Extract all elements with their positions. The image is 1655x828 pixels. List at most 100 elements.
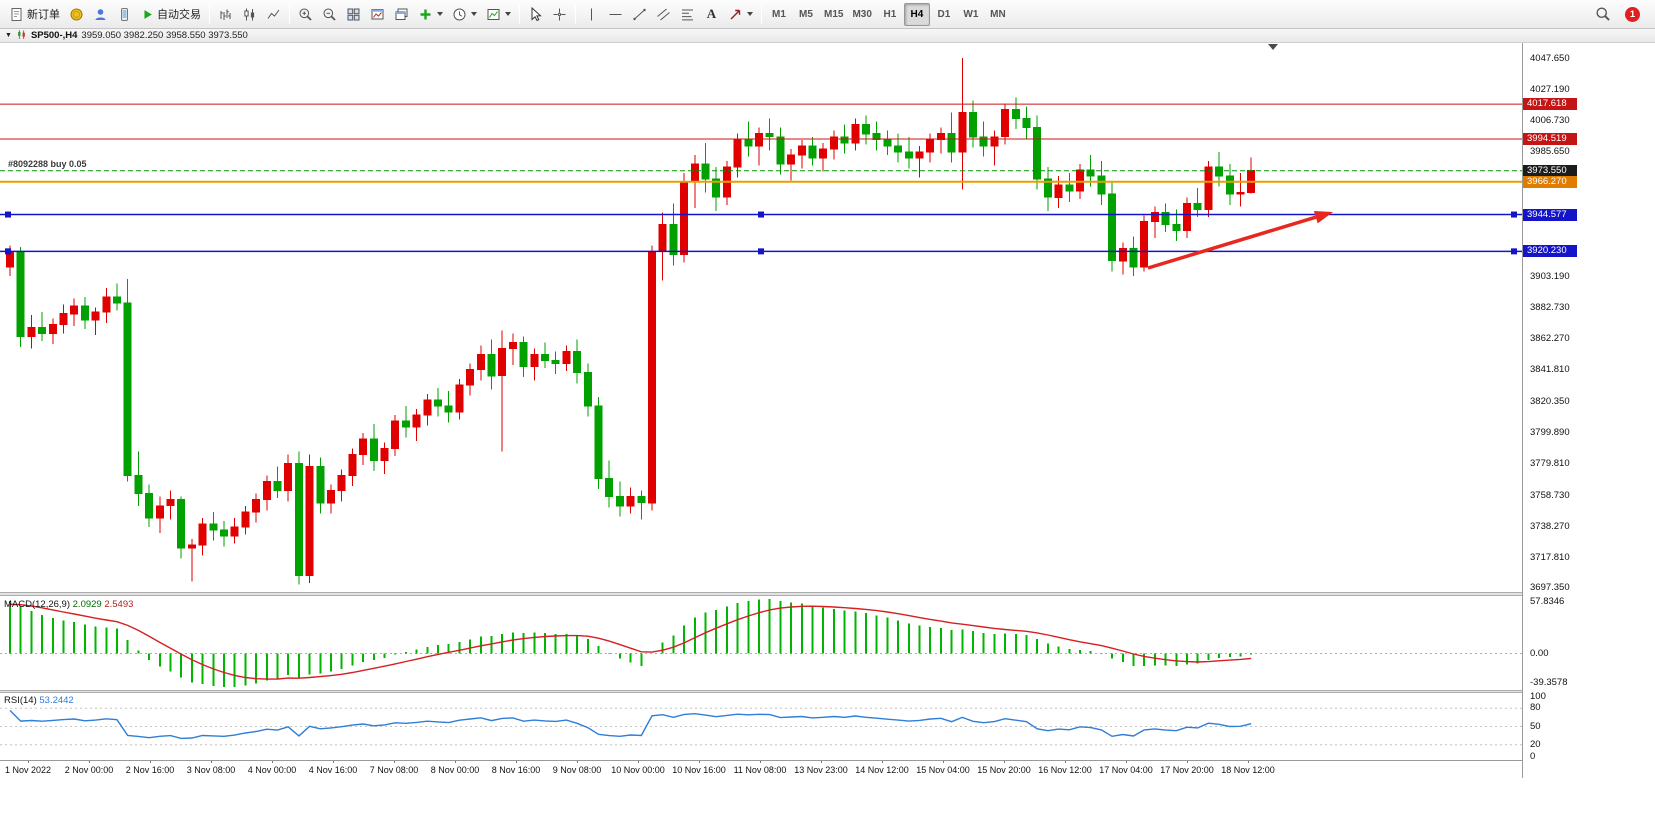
channel-button[interactable] [652, 3, 675, 26]
rsi-line [9, 710, 1252, 740]
time-axis-label: 8 Nov 00:00 [430, 765, 480, 775]
macd-header: MACD(12,26,9) 2.0929 2.5493 [4, 599, 133, 610]
rsi-label: RSI(14) [4, 695, 37, 706]
price-axis-label: 3758.730 [1530, 490, 1570, 501]
macd-panel[interactable] [0, 596, 1522, 690]
panel-splitter-macd[interactable] [0, 592, 1522, 596]
chart-shift-marker-icon [1268, 44, 1278, 50]
horizontal-line-icon [608, 7, 623, 22]
time-axis-label: 3 Nov 08:00 [186, 765, 236, 775]
position-label[interactable]: #8092288 buy 0.05 [8, 158, 87, 169]
horizontal-line-button[interactable] [604, 3, 627, 26]
line-chart-icon [266, 7, 281, 22]
time-tick [89, 760, 90, 763]
search-button[interactable] [1591, 3, 1615, 26]
cursor-button[interactable] [524, 3, 547, 26]
timeframe-m15[interactable]: M15 [820, 3, 847, 26]
trendline-icon [632, 7, 647, 22]
profile-icon-button[interactable] [89, 3, 112, 26]
time-tick [211, 760, 212, 763]
autotrade-button[interactable]: 自动交易 [137, 3, 205, 26]
search-icon [1595, 6, 1611, 22]
price-axis-label: 3841.810 [1530, 364, 1570, 375]
dropdown-caret-icon [747, 12, 753, 16]
time-axis-label: 4 Nov 16:00 [308, 765, 358, 775]
periods-button[interactable] [448, 3, 481, 26]
tile-windows-icon [346, 7, 361, 22]
macd-histogram [9, 599, 1253, 687]
crosshair-button[interactable] [548, 3, 571, 26]
price-badge: 3994.519 [1523, 133, 1577, 145]
price-chart[interactable] [0, 43, 1522, 592]
candlestick-chart-icon [242, 7, 257, 22]
price-badge: 3973.550 [1523, 165, 1577, 177]
price-axis-label: 3820.350 [1530, 396, 1570, 407]
timeframe-d1[interactable]: D1 [931, 3, 957, 26]
mobile-icon-button[interactable] [113, 3, 136, 26]
macd-axis-label: 0.00 [1530, 648, 1549, 659]
time-tick [638, 760, 639, 763]
autotrade-label: 自动交易 [157, 9, 201, 21]
rsi-value: 53.2442 [39, 695, 74, 706]
time-tick [272, 760, 273, 763]
dropdown-caret-icon [437, 12, 443, 16]
time-tick [1187, 760, 1188, 763]
time-axis-label: 10 Nov 00:00 [611, 765, 665, 775]
zoom-in-button[interactable] [294, 3, 317, 26]
dropdown-caret-icon [505, 12, 511, 16]
vertical-line-button[interactable] [580, 3, 603, 26]
chart-titlebar[interactable]: ▼ SP500-,H4 3959.050 3982.250 3958.550 3… [0, 29, 1655, 43]
arrange-windows-button[interactable] [366, 3, 389, 26]
timeframe-h1[interactable]: H1 [877, 3, 903, 26]
bar-chart-button[interactable] [214, 3, 237, 26]
time-axis-label: 18 Nov 12:00 [1221, 765, 1275, 775]
window-menu-icon[interactable]: ▼ [5, 32, 12, 39]
candlestick-chart-button[interactable] [238, 3, 261, 26]
trendline-button[interactable] [628, 3, 651, 26]
price-badge: 3920.230 [1523, 245, 1577, 257]
timeframe-h4[interactable]: H4 [903, 2, 930, 26]
templates-button[interactable] [482, 3, 515, 26]
time-tick [699, 760, 700, 763]
price-axis-label: 3717.810 [1530, 552, 1570, 563]
macd-axis-label: 57.8346 [1530, 596, 1565, 607]
fibonacci-button[interactable] [676, 3, 699, 26]
timeframe-m30[interactable]: M30 [848, 3, 875, 26]
price-badge: 3944.577 [1523, 209, 1577, 221]
rsi-header: RSI(14) 53.2442 [4, 695, 74, 706]
timeframe-m1[interactable]: M1 [766, 3, 792, 26]
new-order-button[interactable]: 新订单 [5, 3, 64, 26]
line-chart-button[interactable] [262, 3, 285, 26]
zoom-out-button[interactable] [318, 3, 341, 26]
text-tool-button[interactable]: A [700, 3, 723, 26]
timeframe-m5[interactable]: M5 [793, 3, 819, 26]
new-chart-button[interactable] [414, 3, 447, 26]
rsi-level-lines [0, 707, 1522, 746]
time-axis-label: 2 Nov 16:00 [125, 765, 175, 775]
time-axis[interactable]: 1 Nov 2022 2 Nov 00:00 2 Nov 16:00 3 Nov 08… [0, 760, 1522, 778]
macd-main-value: 2.0929 [72, 599, 102, 610]
time-tick [943, 760, 944, 763]
notifications-button[interactable]: 1 [1621, 3, 1644, 26]
arrow-object-icon [728, 7, 743, 22]
price-axis[interactable]: 4047.650 4027.190 4006.730 3985.650 3903.190… [1522, 43, 1655, 778]
time-tick [455, 760, 456, 763]
tile-windows-button[interactable] [342, 3, 365, 26]
arrows-tool-button[interactable] [724, 3, 757, 26]
clock-icon [452, 7, 467, 22]
macd-label: MACD(12,26,9) [4, 599, 70, 610]
coin-icon-button[interactable] [65, 3, 88, 26]
price-badge: 4017.618 [1523, 98, 1577, 110]
rsi-panel[interactable] [0, 693, 1522, 760]
price-axis-label: 4027.190 [1530, 84, 1570, 95]
rsi-axis-label: 0 [1530, 751, 1536, 762]
timeframe-w1[interactable]: W1 [958, 3, 984, 26]
cascade-windows-button[interactable] [390, 3, 413, 26]
timeframe-mn[interactable]: MN [985, 3, 1011, 26]
profile-icon [93, 7, 108, 22]
template-chart-icon [486, 7, 501, 22]
panel-splitter-rsi[interactable] [0, 690, 1522, 693]
cascade-windows-icon [394, 7, 409, 22]
rsi-axis-label: 80 [1530, 702, 1541, 713]
